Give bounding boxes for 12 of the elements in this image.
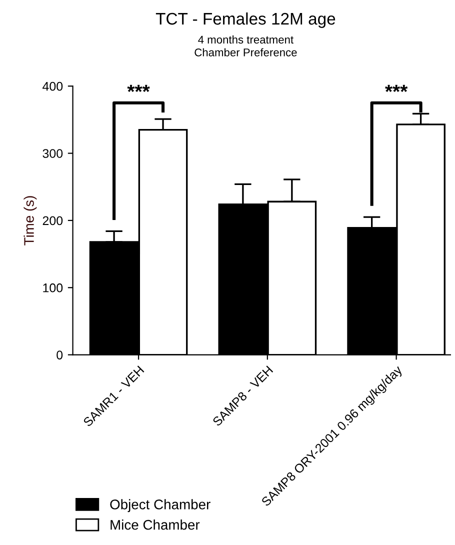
y-tick-label: 0: [56, 350, 63, 360]
annotation: ***: [127, 84, 150, 92]
annotation: ***: [385, 84, 408, 92]
y-tick-label: 400: [42, 82, 63, 91]
chart-title: TCT - Females 12M age: [156, 12, 336, 28]
y-tick-label: 200: [42, 216, 63, 226]
legend-label: Object Chamber: [110, 499, 210, 512]
y-axis-title: Time (s): [24, 196, 37, 246]
y-tick-label: 300: [42, 149, 63, 158]
y-tick-label: 100: [43, 283, 63, 292]
legend-label: Mice Chamber: [110, 520, 200, 530]
chart-subtitle: 4 months treatment Chamber Preference: [194, 35, 297, 56]
